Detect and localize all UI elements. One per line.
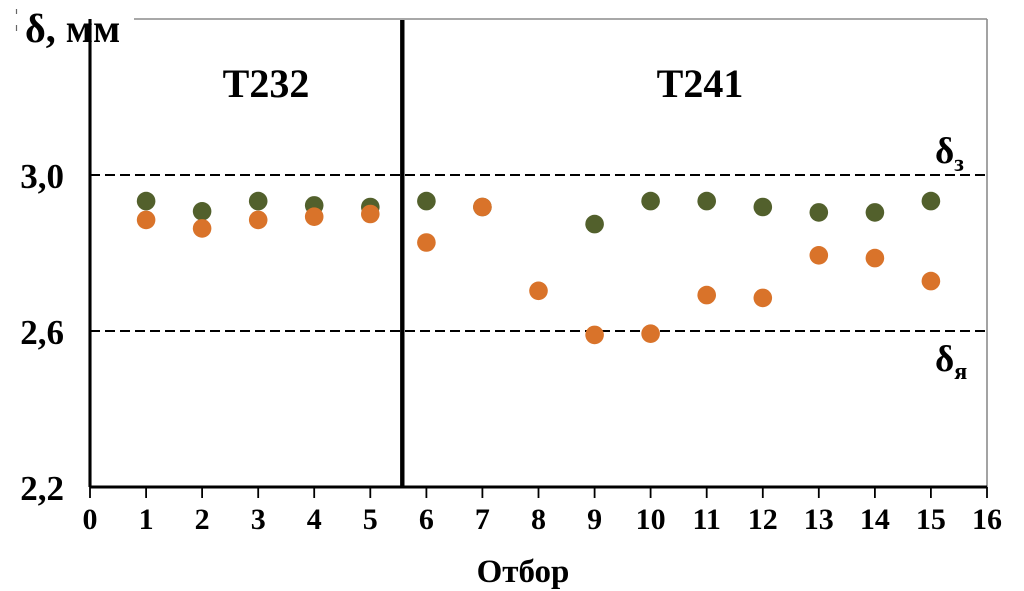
svg-text:4: 4: [307, 503, 322, 536]
svg-text:2,2: 2,2: [20, 469, 64, 508]
svg-text:6: 6: [419, 503, 434, 536]
svg-text:3: 3: [251, 503, 266, 536]
svg-text:3,0: 3,0: [20, 157, 64, 196]
svg-text:8: 8: [531, 503, 546, 536]
svg-text:1: 1: [139, 503, 154, 536]
svg-text:Отбор: Отбор: [477, 554, 570, 590]
svg-text:13: 13: [804, 503, 834, 536]
svg-text:0: 0: [83, 503, 98, 536]
svg-text:δз: δз: [935, 131, 964, 177]
svg-text:7: 7: [475, 503, 490, 536]
svg-text:T241: T241: [657, 61, 744, 106]
svg-text:12: 12: [748, 503, 778, 536]
svg-text:9: 9: [587, 503, 602, 536]
svg-text:16: 16: [972, 503, 1002, 536]
svg-text:δ, мм: δ, мм: [25, 6, 120, 51]
svg-text:11: 11: [693, 503, 721, 536]
svg-text:δя: δя: [935, 339, 967, 385]
svg-text:T232: T232: [223, 61, 310, 106]
svg-text:2: 2: [195, 503, 210, 536]
svg-text:14: 14: [860, 503, 890, 536]
svg-text:5: 5: [363, 503, 378, 536]
svg-text:15: 15: [916, 503, 946, 536]
svg-text:2,6: 2,6: [20, 313, 64, 352]
svg-text:10: 10: [636, 503, 666, 536]
